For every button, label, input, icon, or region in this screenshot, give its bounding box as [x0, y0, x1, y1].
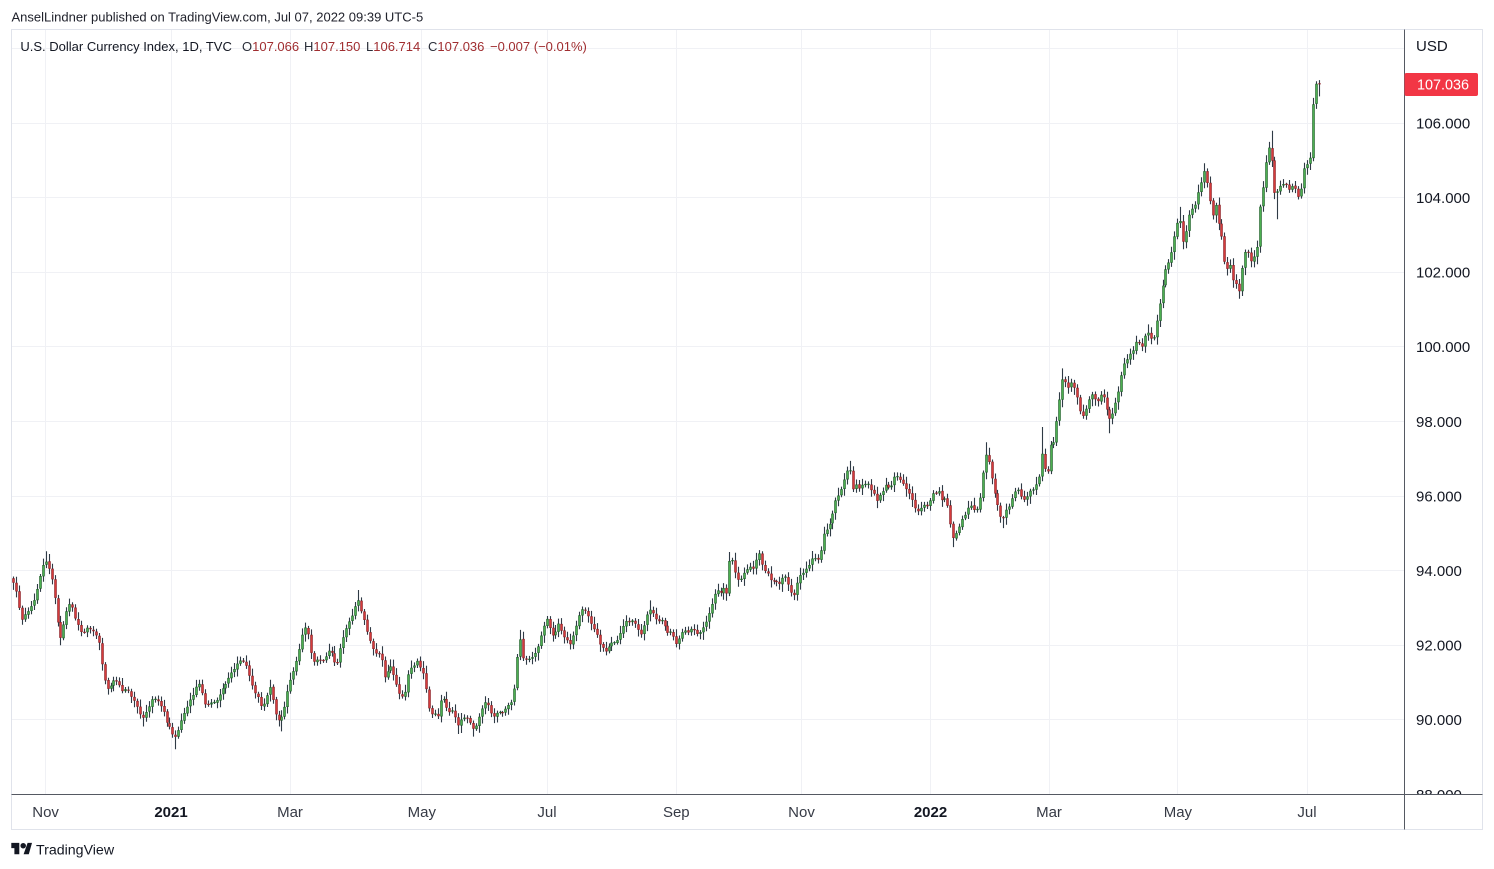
svg-text:TradingView: TradingView: [36, 843, 115, 859]
svg-text:USD: USD: [1416, 38, 1448, 55]
svg-text:Jul: Jul: [537, 804, 556, 821]
svg-text:C107.036: C107.036: [428, 39, 484, 54]
svg-text:Nov: Nov: [32, 804, 59, 821]
svg-text:94.000: 94.000: [1416, 563, 1462, 580]
svg-text:104.000: 104.000: [1416, 190, 1470, 207]
svg-text:2021: 2021: [154, 804, 187, 821]
svg-text:Mar: Mar: [277, 804, 303, 821]
svg-text:Jul: Jul: [1297, 804, 1316, 821]
svg-text:Mar: Mar: [1036, 804, 1062, 821]
svg-text:106.000: 106.000: [1416, 115, 1470, 132]
svg-text:98.000: 98.000: [1416, 414, 1462, 431]
svg-text:92.000: 92.000: [1416, 638, 1462, 655]
svg-text:H107.150: H107.150: [304, 39, 360, 54]
svg-text:100.000: 100.000: [1416, 339, 1470, 356]
svg-text:May: May: [1164, 804, 1193, 821]
svg-text:90.000: 90.000: [1416, 712, 1462, 729]
svg-text:U.S. Dollar Currency Index, 1D: U.S. Dollar Currency Index, 1D, TVC: [20, 39, 231, 54]
svg-text:L106.714: L106.714: [366, 39, 420, 54]
svg-text:May: May: [408, 804, 437, 821]
svg-text:O107.066: O107.066: [242, 39, 299, 54]
svg-text:102.000: 102.000: [1416, 265, 1470, 282]
svg-text:Sep: Sep: [663, 804, 690, 821]
svg-text:96.000: 96.000: [1416, 488, 1462, 505]
svg-text:AnselLindner published on Trad: AnselLindner published on TradingView.co…: [12, 10, 424, 25]
svg-text:Nov: Nov: [788, 804, 815, 821]
svg-text:−0.007 (−0.01%): −0.007 (−0.01%): [490, 39, 587, 54]
svg-text:107.036: 107.036: [1417, 78, 1469, 94]
svg-text:2022: 2022: [914, 804, 947, 821]
